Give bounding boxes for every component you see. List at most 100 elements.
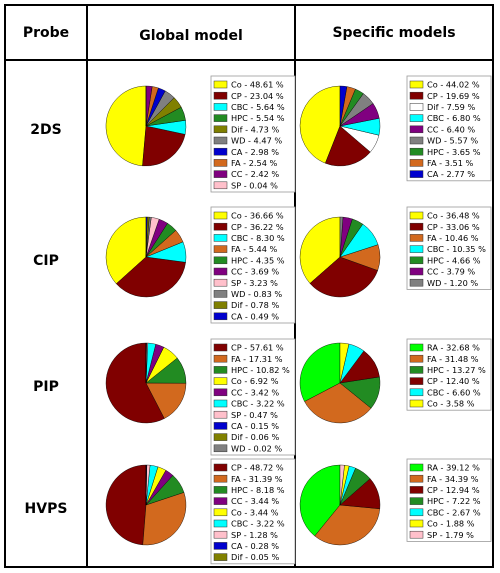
pie-2ds-specific: Co - 44.02 %CP - 19.69 %Dif - 7.59 %CBC …	[299, 75, 492, 182]
legend-swatch-cp	[213, 463, 228, 472]
legend-entry-hpc: HPC - 10.82 %	[231, 365, 290, 375]
legend-swatch-fa	[213, 159, 228, 167]
legend-entry-hpc: HPC - 3.65 %	[427, 147, 481, 157]
legend-entry-cp: CP - 23.04 %	[231, 91, 284, 101]
legend-swatch-cbc	[213, 103, 228, 111]
legend-entry-hpc: HPC - 5.54 %	[231, 113, 285, 123]
legend-entry-fa: FA - 2.54 %	[231, 158, 278, 168]
header-specific-models: Specific models	[332, 25, 455, 41]
legend-entry-cp: CP - 48.72 %	[231, 463, 284, 473]
pie-slice-co	[299, 85, 341, 164]
legend-swatch-cp	[409, 222, 424, 231]
legend-entry-sp: SP - 1.79 %	[427, 530, 474, 540]
legend-entry-sp: SP - 1.28 %	[231, 530, 278, 540]
legend-entry-cc: CC - 3.69 %	[231, 267, 279, 277]
legend-swatch-cp	[213, 91, 228, 100]
header-global-model: Global model	[139, 28, 243, 44]
legend-entry-ca: CA - 0.15 %	[231, 421, 279, 431]
legend-swatch-ca	[213, 422, 228, 430]
probe-label-cip: CIP	[33, 253, 59, 269]
legend-entry-cc: CC - 3.42 %	[231, 387, 279, 397]
legend-entry-wd: WD - 4.47 %	[231, 136, 282, 146]
legend-entry-cbc: CBC - 6.60 %	[427, 387, 481, 397]
legend-entry-cc: CC - 3.79 %	[427, 267, 475, 277]
legend-entry-ca: CA - 0.28 %	[231, 541, 279, 551]
legend-entry-hpc: HPC - 4.35 %	[231, 255, 285, 265]
pie-slice-fa	[145, 382, 187, 419]
legend-swatch-cc	[213, 388, 228, 397]
legend-entry-fa: FA - 17.31 %	[231, 354, 283, 364]
legend-swatch-cbc	[213, 399, 228, 408]
legend-entry-co: Co - 3.44 %	[231, 507, 279, 517]
legend-entry-dif: Dif - 4.73 %	[231, 124, 279, 134]
legend-entry-cp: CP - 12.94 %	[427, 485, 480, 495]
legend-swatch-wd	[409, 136, 424, 145]
legend-swatch-sp	[213, 278, 228, 287]
legend-swatch-co	[409, 519, 424, 528]
legend-swatch-cp	[213, 343, 228, 352]
pie-slice-sp	[339, 464, 345, 506]
pie-cip-global: Co - 36.66 %CP - 36.22 %CBC - 8.30 %FA -…	[105, 206, 296, 324]
legend-entry-hpc: HPC - 7.22 %	[427, 496, 481, 506]
legend-entry-sp: SP - 0.47 %	[231, 410, 278, 420]
legend-swatch-ca	[213, 147, 228, 156]
probe-label-2ds: 2DS	[30, 122, 61, 138]
pie-slice-fa	[314, 504, 381, 546]
legend-swatch-cc	[213, 267, 228, 276]
pie-slice-ca	[339, 85, 348, 127]
legend-swatch-co	[213, 508, 228, 517]
legend-swatch-co	[213, 377, 228, 385]
pie-hvps-global: CP - 48.72 %FA - 31.39 %HPC - 8.18 %CC -…	[105, 458, 296, 565]
legend-swatch-cbc	[409, 388, 424, 397]
legend-entry-co: Co - 36.48 %	[427, 211, 480, 221]
legend-swatch-wd	[213, 136, 228, 145]
legend-swatch-sp	[213, 181, 228, 190]
legend-swatch-fa	[409, 234, 424, 242]
legend-entry-wd: WD - 1.20 %	[427, 278, 478, 288]
legend-entry-ca: CA - 0.49 %	[231, 311, 279, 321]
legend-swatch-ra	[409, 343, 424, 352]
pie-2ds-global: Co - 48.61 %CP - 23.04 %CBC - 5.64 %HPC …	[105, 75, 296, 193]
pie-slice-ra	[299, 342, 341, 402]
legend-swatch-cbc	[409, 508, 424, 517]
pie-slice-co	[299, 216, 341, 284]
pie-slice-co	[105, 216, 147, 285]
legend-swatch-hpc	[409, 256, 424, 265]
legend-entry-dif: Dif - 7.59 %	[427, 102, 475, 112]
legend-entry-fa: FA - 10.46 %	[427, 233, 479, 243]
legend-swatch-hpc	[409, 147, 424, 156]
legend-swatch-fa	[213, 474, 228, 483]
pie-slice-ca	[145, 216, 148, 258]
legend-swatch-fa	[409, 474, 424, 483]
legend-entry-wd: WD - 0.83 %	[231, 289, 282, 299]
pie-slice-wd	[339, 216, 344, 258]
legend-swatch-co	[409, 80, 424, 89]
legend-swatch-cp	[409, 91, 424, 100]
legend-swatch-dif	[213, 433, 228, 441]
pie-slice-cp	[325, 125, 371, 167]
pie-slice-fa	[142, 492, 187, 546]
legend-entry-sp: SP - 0.04 %	[231, 180, 278, 190]
legend-entry-cbc: CBC - 5.64 %	[231, 102, 285, 112]
legend-entry-hpc: HPC - 13.27 %	[427, 365, 486, 375]
legend-swatch-cbc	[213, 234, 228, 242]
legend-entry-cbc: CBC - 3.22 %	[231, 399, 285, 409]
legend-swatch-cbc	[409, 245, 424, 253]
legend-entry-fa: FA - 31.48 %	[427, 354, 479, 364]
legend-entry-hpc: HPC - 8.18 %	[231, 485, 285, 495]
legend-swatch-co	[409, 211, 424, 220]
legend-entry-cp: CP - 19.69 %	[427, 91, 480, 101]
legend-entry-ra: RA - 39.12 %	[427, 463, 480, 473]
probe-label-hvps: HVPS	[25, 501, 68, 517]
pie-slice-cp	[142, 125, 186, 167]
legend-swatch-dif	[213, 125, 228, 134]
legend-entry-dif: Dif - 0.78 %	[231, 300, 279, 310]
legend-entry-co: Co - 44.02 %	[427, 80, 480, 90]
legend-entry-dif: Dif - 0.06 %	[231, 432, 279, 442]
legend-entry-fa: FA - 5.44 %	[231, 244, 278, 254]
legend-swatch-fa	[409, 159, 424, 167]
legend-swatch-cp	[409, 377, 424, 385]
pie-slice-co	[105, 85, 147, 167]
legend-swatch-ca	[213, 312, 228, 321]
